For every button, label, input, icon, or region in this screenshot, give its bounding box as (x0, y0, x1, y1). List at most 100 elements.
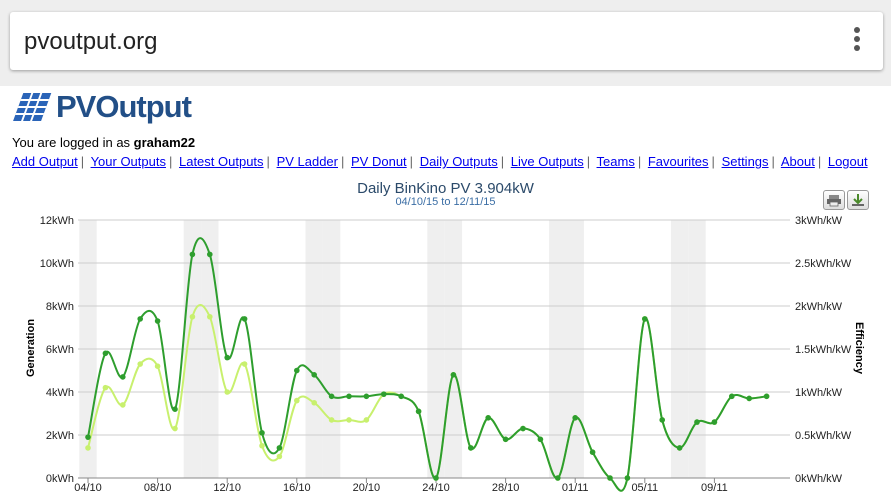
data-point (763, 393, 770, 400)
data-point (207, 313, 213, 320)
data-point (294, 367, 300, 374)
data-point (137, 316, 143, 322)
data-point (433, 475, 439, 481)
nav-logout[interactable]: Logout (827, 154, 868, 169)
data-point (102, 350, 109, 357)
login-status: You are logged in as graham22 (12, 135, 195, 150)
login-prefix: You are logged in as (12, 135, 134, 150)
nav-about[interactable]: About (780, 154, 815, 169)
solar-panel-icon (13, 93, 52, 121)
data-point (694, 419, 700, 425)
x-tick-label: 16/10 (283, 482, 311, 494)
nav-daily-outputs[interactable]: Daily Outputs (419, 154, 498, 169)
data-point (241, 316, 248, 322)
data-point (311, 399, 318, 406)
y2-tick-label: 0kWh/kW (795, 473, 843, 485)
data-point (624, 475, 631, 481)
data-point (363, 393, 370, 400)
data-point (468, 445, 474, 451)
nav-favourites[interactable]: Favourites (647, 154, 709, 169)
data-point (172, 406, 178, 413)
chart-title: Daily BinKino PV 3.904kW (357, 180, 534, 197)
nav-your-outputs[interactable]: Your Outputs (90, 154, 166, 169)
nav-pv-donut[interactable]: PV Donut (351, 154, 407, 169)
data-point (207, 251, 213, 258)
nav-latest-outputs[interactable]: Latest Outputs (178, 154, 264, 169)
y2-tick-label: 3kWh/kW (795, 215, 843, 227)
x-tick-label: 05/11 (631, 482, 658, 494)
nav-add-output[interactable]: Add Output (12, 154, 78, 169)
y-tick-label: 0kWh (46, 473, 74, 485)
y-tick-label: 12kWh (40, 215, 74, 227)
data-point (259, 442, 265, 449)
x-tick-label: 08/10 (144, 482, 172, 494)
print-chart-button[interactable] (823, 190, 845, 210)
data-point (189, 251, 196, 258)
data-point (172, 425, 178, 432)
data-point (450, 372, 457, 378)
login-username: graham22 (133, 135, 196, 150)
data-point (85, 434, 91, 440)
data-point (294, 397, 300, 404)
data-point (259, 430, 265, 436)
data-point (415, 408, 422, 415)
y2-axis-title: Efficiency (853, 322, 865, 375)
download-icon (852, 194, 864, 206)
pvoutput-logo[interactable]: PVOutput (12, 89, 202, 125)
data-point (607, 475, 613, 481)
y2-tick-label: 2kWh/kW (795, 301, 843, 313)
printer-icon (827, 195, 841, 207)
data-point (711, 419, 718, 425)
data-point (154, 363, 161, 370)
y2-tick-label: 2.5kWh/kW (795, 258, 852, 270)
data-point (328, 393, 335, 400)
data-point (537, 436, 544, 443)
data-point (572, 415, 578, 421)
data-point (381, 391, 387, 397)
data-point (642, 316, 648, 322)
data-point (555, 475, 561, 481)
x-tick-label: 01/11 (562, 482, 589, 494)
data-point (485, 415, 492, 421)
y-tick-label: 8kWh (46, 301, 74, 313)
x-tick-label: 28/10 (492, 482, 520, 494)
data-point (363, 417, 370, 423)
chart-subtitle: 04/10/15 to 12/11/15 (395, 196, 496, 208)
data-point (241, 361, 248, 367)
y-tick-label: 10kWh (40, 258, 74, 270)
data-point (659, 417, 665, 423)
address-bar[interactable]: pvoutput.org (10, 12, 883, 70)
data-point (398, 393, 405, 400)
data-point (276, 445, 283, 451)
url-text[interactable]: pvoutput.org (24, 28, 158, 55)
main-nav: Add Output | Your Outputs | Latest Outputs… (12, 154, 868, 169)
nav-pv-ladder[interactable]: PV Ladder (276, 154, 338, 169)
data-point (224, 354, 230, 361)
browser-toolbar: pvoutput.org (0, 0, 891, 86)
export-chart-button[interactable] (847, 190, 869, 210)
data-point (502, 436, 509, 443)
x-tick-label: 09/11 (701, 482, 728, 494)
nav-settings[interactable]: Settings (721, 154, 769, 169)
data-point (120, 402, 126, 408)
data-point (676, 445, 683, 451)
overflow-menu-icon[interactable] (853, 27, 861, 57)
x-tick-label: 12/10 (213, 482, 241, 494)
data-point (154, 318, 161, 324)
data-point (224, 389, 230, 395)
data-point (102, 384, 109, 391)
data-point (589, 449, 596, 456)
logo-text: PVOutput (56, 89, 192, 124)
y-tick-label: 6kWh (46, 344, 74, 356)
data-point (311, 372, 318, 378)
nav-teams[interactable]: Teams (596, 154, 635, 169)
x-tick-label: 24/10 (422, 482, 450, 494)
data-point (120, 374, 126, 380)
y-tick-label: 2kWh (46, 430, 74, 442)
y-axis-title: Generation (25, 319, 37, 377)
nav-live-outputs[interactable]: Live Outputs (510, 154, 584, 169)
data-point (520, 425, 526, 432)
data-point (189, 313, 196, 320)
data-point (346, 393, 352, 400)
